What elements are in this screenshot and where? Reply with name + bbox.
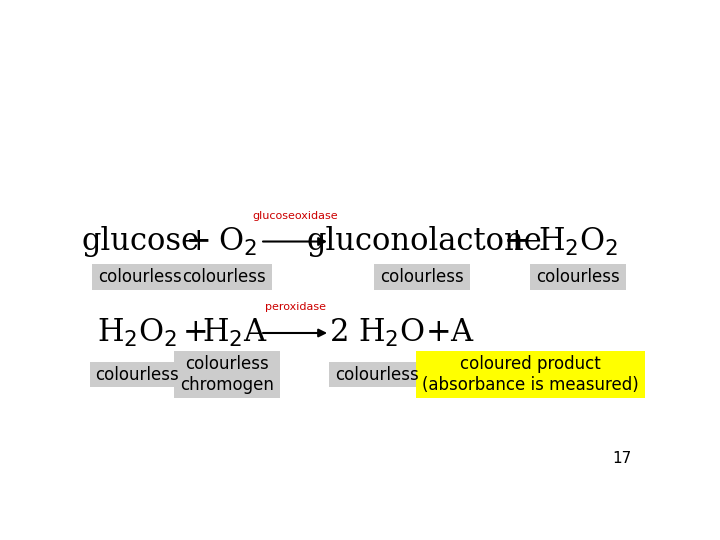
Text: H$_2$A: H$_2$A bbox=[202, 317, 268, 349]
Text: 2 H$_2$O: 2 H$_2$O bbox=[330, 317, 426, 349]
Text: 17: 17 bbox=[612, 451, 631, 466]
Text: gluconolactone: gluconolactone bbox=[307, 226, 543, 257]
FancyBboxPatch shape bbox=[174, 352, 280, 398]
FancyBboxPatch shape bbox=[92, 264, 189, 289]
Text: A: A bbox=[450, 318, 472, 348]
FancyBboxPatch shape bbox=[176, 264, 272, 289]
Text: colourless
chromogen: colourless chromogen bbox=[180, 355, 274, 394]
Text: +: + bbox=[426, 318, 451, 348]
Text: colourless: colourless bbox=[96, 366, 179, 383]
Text: glucose: glucose bbox=[81, 226, 199, 257]
Text: peroxidase: peroxidase bbox=[264, 302, 325, 312]
FancyBboxPatch shape bbox=[530, 264, 626, 289]
Text: +: + bbox=[186, 226, 212, 257]
Text: +: + bbox=[183, 318, 209, 348]
Text: H$_2$O$_2$: H$_2$O$_2$ bbox=[538, 226, 618, 258]
FancyBboxPatch shape bbox=[374, 264, 470, 289]
Text: colourless: colourless bbox=[536, 268, 620, 286]
Text: colourless: colourless bbox=[182, 268, 266, 286]
Text: +: + bbox=[504, 226, 530, 257]
Text: H$_2$O$_2$: H$_2$O$_2$ bbox=[97, 317, 178, 349]
Text: colourless: colourless bbox=[380, 268, 464, 286]
Text: colourless: colourless bbox=[99, 268, 182, 286]
Text: glucoseoxidase: glucoseoxidase bbox=[252, 211, 338, 221]
FancyBboxPatch shape bbox=[416, 352, 645, 398]
FancyBboxPatch shape bbox=[89, 362, 186, 387]
Text: coloured product
(absorbance is measured): coloured product (absorbance is measured… bbox=[423, 355, 639, 394]
Text: O$_2$: O$_2$ bbox=[218, 226, 257, 258]
FancyBboxPatch shape bbox=[329, 362, 426, 387]
Text: colourless: colourless bbox=[336, 366, 419, 383]
